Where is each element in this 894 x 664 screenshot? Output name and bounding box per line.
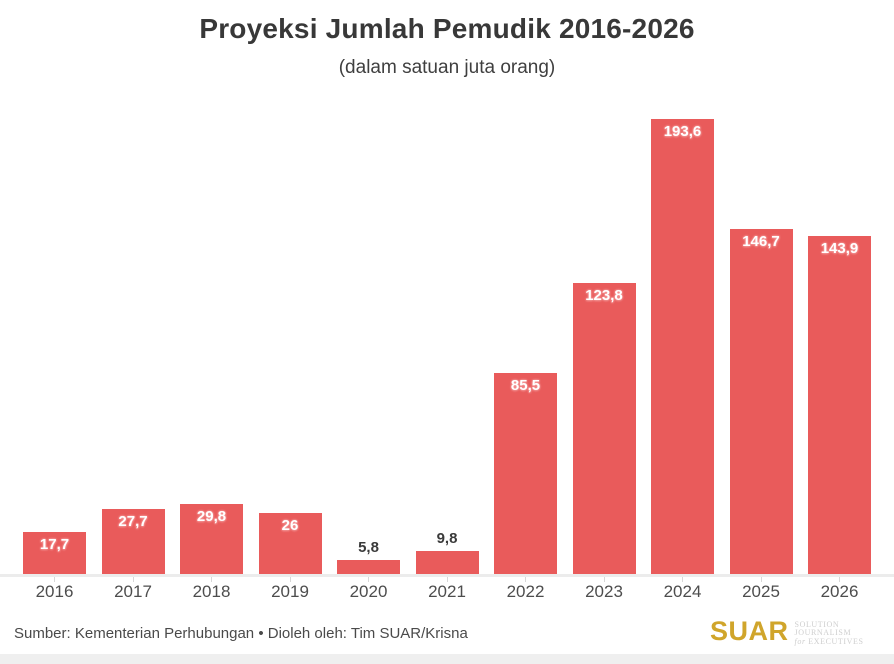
bar-slot-2024: 193,6 <box>651 119 714 582</box>
axis-tick-2017 <box>132 576 134 582</box>
axis-tick-2018 <box>211 576 212 582</box>
bar-slot-2025: 146,7 <box>729 119 793 582</box>
bar-2020[interactable] <box>337 560 400 574</box>
bar-value-label-2022: 85,5 <box>510 377 541 394</box>
x-axis-label-2025: 2025 <box>742 582 780 601</box>
source-credit: Sumber: Kementerian Perhubungan • Dioleh… <box>14 625 468 642</box>
axis-tick-2016 <box>54 576 55 582</box>
axis-tick-2019 <box>289 576 291 582</box>
x-axis-label-2017: 2017 <box>114 582 152 601</box>
bar-2021[interactable] <box>415 551 479 574</box>
bar-2017[interactable] <box>101 509 165 574</box>
axis-tick-2022 <box>525 576 526 582</box>
x-axis-line <box>0 574 894 577</box>
x-axis-label-2024: 2024 <box>663 582 702 601</box>
x-axis-label-2020: 2020 <box>349 582 388 601</box>
axis-tick-2023 <box>603 576 605 582</box>
x-axis-label-2018: 2018 <box>192 582 231 601</box>
bar-2022[interactable] <box>494 373 557 574</box>
bar-2025[interactable] <box>729 229 793 574</box>
x-axis-labels: 2016 2017 2018 2019 2020 2021 2022 2023 2024 2025… <box>23 582 871 602</box>
bar-slot-2020: 5,8 <box>337 119 400 582</box>
bar-2026[interactable] <box>808 236 871 574</box>
bar-2016[interactable] <box>23 532 86 574</box>
bar-value-label-2018: 29,8 <box>196 508 227 525</box>
bar-value-label-2016: 17,7 <box>39 536 70 553</box>
bar-value-label-2025: 146,7 <box>742 233 780 250</box>
bar-slot-2022: 85,5 <box>494 119 557 582</box>
x-axis-label-2021: 2021 <box>428 582 466 601</box>
x-axis-label-2016: 2016 <box>35 582 74 601</box>
bar-slot-2018: 29,8 <box>180 119 243 582</box>
bar-slot-2021: 9,8 <box>415 119 479 582</box>
suar-logo: SUAR SOLUTION JOURNALISM for EXECUTIVES <box>710 617 894 646</box>
logo-tagline-line2: for EXECUTIVES <box>794 637 864 646</box>
bar-2019[interactable] <box>258 513 322 574</box>
x-axis-label-2022: 2022 <box>506 582 545 601</box>
bar-value-label-2017: 27,7 <box>118 513 148 530</box>
bar-slot-2023: 123,8 <box>572 119 636 582</box>
axis-tick-2025 <box>760 576 762 582</box>
bar-value-label-2019: 26 <box>281 517 299 534</box>
bar-2024[interactable] <box>651 119 714 574</box>
axis-tick-2021 <box>446 576 448 582</box>
suar-logo-tagline: SOLUTION JOURNALISM for EXECUTIVES <box>795 617 894 646</box>
bar-value-label-2021: 9,8 <box>436 530 458 547</box>
bar-value-label-2020: 5,8 <box>358 539 379 556</box>
bar-plot-area: 17,7 27,7 29,8 26 5,8 9,8 85,5 123,8 193,6 146,7 1… <box>23 119 871 582</box>
x-axis-label-2026: 2026 <box>820 582 859 601</box>
x-axis-label-2023: 2023 <box>585 582 623 601</box>
bar-slot-2019: 26 <box>258 119 322 582</box>
bar-2023[interactable] <box>572 283 636 574</box>
axis-tick-2020 <box>368 576 369 582</box>
chart-subtitle: (dalam satuan juta orang) <box>338 57 556 78</box>
bar-slot-2017: 27,7 <box>101 119 165 582</box>
bar-value-label-2024: 193,6 <box>663 123 702 140</box>
bar-slot-2026: 143,9 <box>808 119 871 582</box>
bar-2018[interactable] <box>180 504 243 574</box>
axis-tick-2026 <box>839 576 840 582</box>
bar-slot-2016: 17,7 <box>23 119 86 582</box>
chart-title: Proyeksi Jumlah Pemudik 2016-2026 <box>199 13 695 44</box>
bar-value-label-2023: 123,8 <box>585 287 623 304</box>
suar-logo-wordmark: SUAR <box>710 616 789 646</box>
logo-tagline-line1: SOLUTION JOURNALISM <box>794 620 852 637</box>
x-axis-label-2019: 2019 <box>271 582 309 601</box>
axis-tick-2024 <box>682 576 683 582</box>
bottom-footer-strip <box>0 654 894 664</box>
bar-value-label-2026: 143,9 <box>820 240 859 257</box>
